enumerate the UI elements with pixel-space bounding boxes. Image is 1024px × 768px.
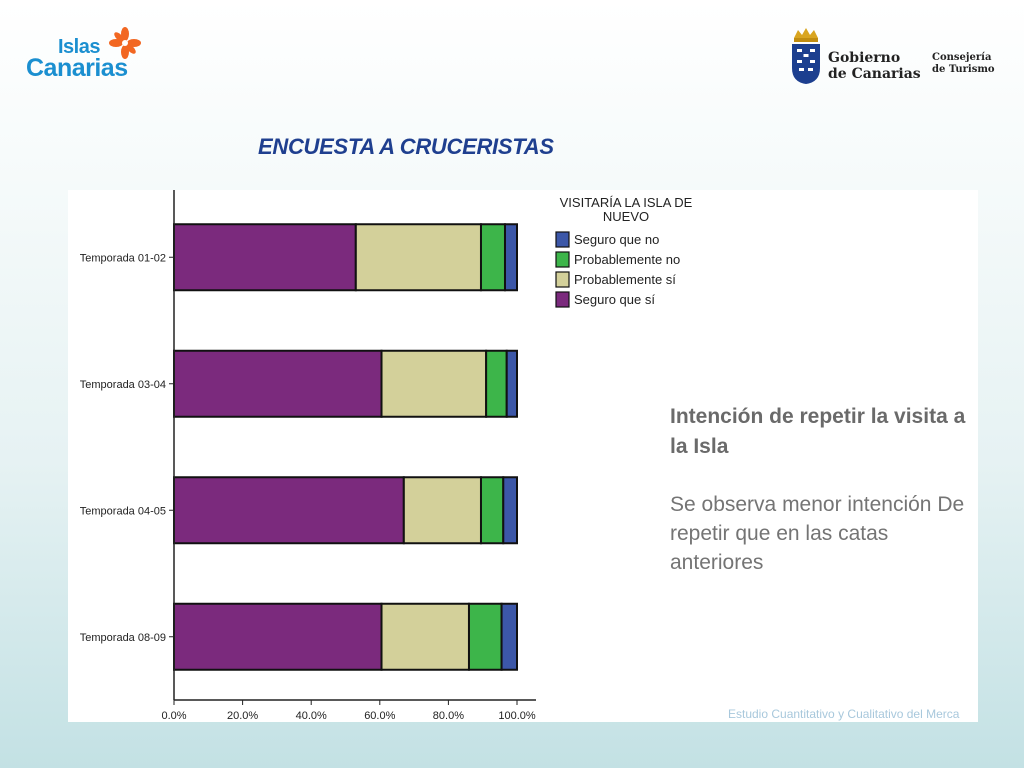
legend-swatch-seguro-que-si <box>555 291 570 308</box>
description-block: Intención de repetir la visita a la Isla… <box>670 402 970 577</box>
category-label: Temporada 03-04 <box>80 379 166 391</box>
x-tick-label: 20.0% <box>227 710 258 722</box>
x-tick-label: 100.0% <box>498 710 536 722</box>
bar-seguro-que-si-temporada-03-04 <box>173 349 383 418</box>
category-label: Temporada 01-02 <box>80 252 166 264</box>
stacked-bar-chart: Temporada 01-02 Temporada 03-04 Temporada … <box>80 190 693 722</box>
logo-line2: Canarias <box>26 54 128 82</box>
bar-seguro-que-no-temporada-08-09 <box>500 602 519 671</box>
legend-title: NUEVO <box>603 209 649 224</box>
bar-probablemente-no-temporada-01-02 <box>479 223 506 292</box>
category-label: Temporada 08-09 <box>80 632 166 644</box>
bar-seguro-que-no-temporada-01-02 <box>503 223 518 292</box>
legend-label: Probablemente sí <box>574 272 676 287</box>
axes-group: Temporada 01-02 Temporada 03-04 Temporada … <box>80 190 536 722</box>
consejeria-line1: Consejería <box>932 52 992 63</box>
footer-note: Estudio Cuantitativo y Cualitativo del M… <box>728 707 960 721</box>
gobierno-line2: de Canarias <box>828 66 921 82</box>
bar-seguro-que-si-temporada-08-09 <box>173 602 383 671</box>
logo-line1: Islas <box>58 36 100 58</box>
x-tick-label: 0.0% <box>161 710 186 722</box>
bar-probablemente-no-temporada-04-05 <box>479 476 505 545</box>
legend-swatch-probablemente-si <box>555 271 570 288</box>
bar-probablemente-no-temporada-08-09 <box>467 602 503 671</box>
legend-title: VISITARÍA LA ISLA DE <box>560 195 693 210</box>
x-tick-label: 80.0% <box>433 710 464 722</box>
legend-label: Probablemente no <box>574 252 680 267</box>
bar-probablemente-si-temporada-03-04 <box>380 349 488 418</box>
bar-probablemente-si-temporada-04-05 <box>402 476 482 545</box>
coat-of-arms-icon <box>792 28 820 84</box>
flower-icon <box>109 27 141 59</box>
bars-group <box>173 223 519 671</box>
x-tick-label: 40.0% <box>296 710 327 722</box>
legend-swatch-probablemente-no <box>555 251 570 268</box>
gobierno-line1: Gobierno <box>828 50 901 66</box>
consejeria-line2: de Turismo <box>932 64 995 75</box>
gobierno-canarias-logo: Gobierno de Canarias Consejería de Turis… <box>788 24 998 88</box>
legend-swatch-seguro-que-no <box>555 231 570 248</box>
legend-label: Seguro que no <box>574 232 659 247</box>
bar-seguro-que-si-temporada-04-05 <box>173 476 405 545</box>
description-title: Intención de repetir la visita a la Isla <box>670 405 966 458</box>
x-tick-label: 60.0% <box>364 710 395 722</box>
bar-seguro-que-no-temporada-04-05 <box>502 476 518 545</box>
islas-canarias-logo: Islas Canarias <box>26 26 146 82</box>
bar-seguro-que-no-temporada-03-04 <box>505 349 518 418</box>
page-title: ENCUESTA A CRUCERISTAS <box>258 134 554 159</box>
bar-probablemente-si-temporada-08-09 <box>380 602 470 671</box>
description-body: Se observa menor intención De repetir qu… <box>670 493 965 574</box>
bar-probablemente-no-temporada-03-04 <box>485 349 508 418</box>
bar-seguro-que-si-temporada-01-02 <box>173 223 357 292</box>
category-label: Temporada 04-05 <box>80 505 166 517</box>
legend-label: Seguro que sí <box>574 292 655 307</box>
bar-probablemente-si-temporada-01-02 <box>354 223 482 292</box>
chart-panel: Temporada 01-02 Temporada 03-04 Temporada … <box>68 190 978 722</box>
